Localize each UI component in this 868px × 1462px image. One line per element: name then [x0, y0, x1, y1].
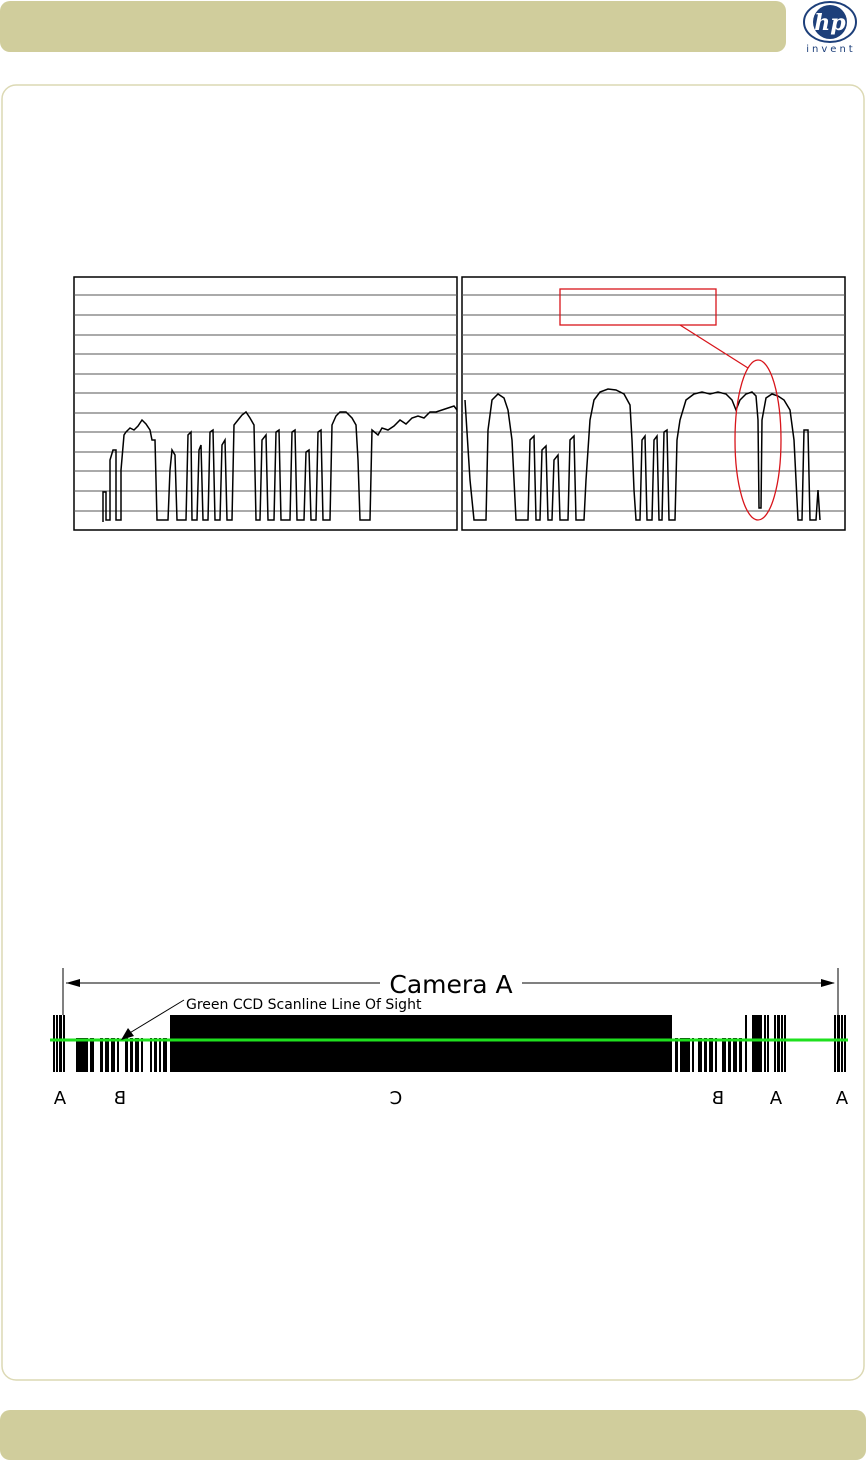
barcode-bar	[784, 1015, 786, 1072]
diagram-title: Camera A	[389, 970, 512, 999]
barcode-bar	[774, 1015, 776, 1072]
barcode-bar	[844, 1015, 846, 1072]
barcode-bar	[56, 1015, 58, 1072]
barcode-bar	[90, 1038, 94, 1072]
barcode-bar	[777, 1015, 780, 1072]
barcode-bar	[733, 1038, 737, 1072]
barcode-bar	[841, 1015, 843, 1072]
logo-brand: hp	[814, 10, 846, 36]
barcode-bar	[125, 1038, 128, 1072]
section-label: A	[769, 1088, 782, 1109]
arrow-head	[66, 979, 80, 987]
barcode-bar	[117, 1038, 119, 1072]
barcode-bar	[722, 1038, 726, 1072]
section-label: A	[53, 1088, 66, 1109]
barcode-bar	[675, 1038, 678, 1072]
barcode-bar	[141, 1038, 143, 1072]
barcode-bar	[63, 1015, 65, 1072]
barcode-bar	[154, 1038, 157, 1072]
barcode-bar	[130, 1038, 133, 1072]
barcode-bar	[715, 1038, 717, 1072]
section-label: B	[114, 1088, 126, 1109]
plot-frame	[73, 276, 458, 531]
section-label: A	[835, 1088, 848, 1109]
signal-trace	[102, 405, 458, 522]
barcode-bar	[752, 1015, 762, 1072]
barcode-bar	[834, 1015, 836, 1072]
logo: hp invent	[803, 1, 857, 55]
barcode-bar	[53, 1015, 55, 1072]
barcode-bar	[163, 1038, 167, 1072]
section-label: C	[390, 1088, 403, 1109]
arrow-head	[821, 979, 835, 987]
barcode-bar	[692, 1038, 694, 1072]
section-label: B	[712, 1088, 724, 1109]
barcode-bar	[837, 1015, 840, 1072]
barcode-bar	[745, 1015, 747, 1072]
pointer-line	[127, 999, 185, 1035]
barcode-bar	[76, 1038, 88, 1072]
barcode-bar	[59, 1015, 62, 1072]
signal-plots	[73, 276, 846, 531]
barcode-bar	[739, 1038, 742, 1072]
barcode-bars	[53, 1015, 846, 1072]
barcode-diagram: Camera A Green CCD Scanline Line Of Sigh…	[50, 968, 848, 1109]
barcode-block	[170, 1015, 672, 1072]
callout-line	[679, 324, 749, 369]
logo-tagline: invent	[806, 44, 855, 55]
barcode-bar	[100, 1038, 103, 1072]
footer-bar	[0, 1410, 866, 1460]
barcode-bar	[159, 1038, 161, 1072]
barcode-bar	[135, 1038, 139, 1072]
barcode-bar	[105, 1038, 109, 1072]
barcode-bar	[698, 1038, 702, 1072]
barcode-bar	[704, 1038, 707, 1072]
barcode-bar	[150, 1038, 152, 1072]
header-bar	[0, 1, 786, 52]
barcode-bar	[709, 1038, 713, 1072]
barcode-bar	[680, 1038, 690, 1072]
barcode-bar	[781, 1015, 783, 1072]
barcode-bar	[764, 1015, 766, 1072]
plot-grid	[74, 294, 845, 512]
callout-box	[559, 288, 717, 326]
barcode-bar	[767, 1015, 769, 1072]
barcode-bar	[111, 1038, 115, 1072]
callout-ellipse	[734, 359, 782, 521]
pointer-head	[121, 1028, 134, 1040]
scanline-label: Green CCD Scanline Line Of Sight	[186, 997, 422, 1013]
signal-trace	[464, 388, 821, 521]
barcode-bar	[728, 1038, 731, 1072]
